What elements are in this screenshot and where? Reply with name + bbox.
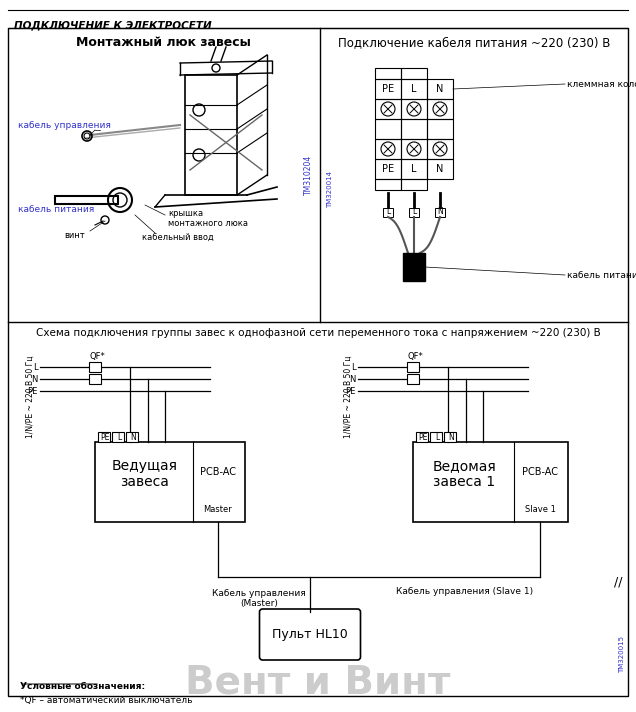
Text: кабель питания: кабель питания — [18, 206, 94, 214]
Bar — [407, 362, 419, 372]
Bar — [435, 208, 445, 217]
Text: PE: PE — [100, 432, 109, 441]
Bar — [444, 432, 456, 442]
Text: TM320015: TM320015 — [619, 636, 625, 673]
Text: Slave 1: Slave 1 — [525, 506, 555, 515]
Text: QF*: QF* — [407, 352, 423, 362]
Text: монтажного люка: монтажного люка — [168, 219, 248, 228]
Text: Ведомая
завеса 1: Ведомая завеса 1 — [432, 459, 496, 489]
Text: N: N — [437, 207, 443, 216]
Text: L: L — [33, 362, 38, 372]
Text: PE: PE — [345, 387, 356, 395]
Text: 1/N/PE ~ 220 В 50 Гц: 1/N/PE ~ 220 В 50 Гц — [25, 356, 34, 439]
Bar — [401, 79, 427, 99]
Text: винт: винт — [65, 231, 85, 239]
Text: Монтажный люк завесы: Монтажный люк завесы — [76, 36, 251, 49]
Bar — [416, 432, 428, 442]
Bar — [427, 159, 453, 179]
Text: N: N — [350, 375, 356, 384]
Text: Пульт HL10: Пульт HL10 — [272, 628, 348, 641]
Bar — [401, 99, 427, 119]
Text: Условные обозначения:: Условные обозначения: — [20, 682, 145, 691]
Bar — [185, 75, 237, 195]
Bar — [427, 79, 453, 99]
Text: кабель управления: кабель управления — [18, 120, 111, 130]
Bar — [375, 179, 401, 190]
Bar — [95, 442, 245, 522]
Text: PE: PE — [382, 84, 394, 94]
Text: PE: PE — [418, 432, 427, 441]
Text: Кабель управления
(Master): Кабель управления (Master) — [212, 589, 306, 608]
Bar — [401, 179, 427, 190]
Text: ПОДКЛЮЧЕНИЕ К ЭЛЕКТРОСЕТИ: ПОДКЛЮЧЕНИЕ К ЭЛЕКТРОСЕТИ — [14, 20, 212, 30]
Text: PCB-AC: PCB-AC — [200, 467, 236, 478]
FancyBboxPatch shape — [259, 609, 361, 660]
Text: L: L — [411, 84, 417, 94]
Text: PE: PE — [382, 164, 394, 174]
Text: N: N — [130, 432, 136, 441]
Text: TM320014: TM320014 — [327, 172, 333, 209]
Bar — [375, 99, 401, 119]
Bar — [55, 196, 118, 204]
Bar — [401, 139, 427, 159]
Bar — [409, 208, 419, 217]
Text: N: N — [436, 84, 444, 94]
Text: Вент и Винт: Вент и Винт — [185, 663, 451, 701]
Text: кабельный ввод: кабельный ввод — [142, 233, 214, 241]
Text: Подключение кабеля питания ~220 (230) В: Подключение кабеля питания ~220 (230) В — [338, 36, 610, 49]
Text: L: L — [411, 164, 417, 174]
Text: QF*: QF* — [89, 352, 105, 362]
Text: N: N — [436, 164, 444, 174]
Text: L: L — [117, 432, 121, 441]
Bar — [375, 119, 401, 139]
Text: 1/N/PE ~ 220 В 50 Гц: 1/N/PE ~ 220 В 50 Гц — [343, 356, 352, 439]
Bar — [375, 139, 401, 159]
Bar — [407, 374, 419, 384]
Bar — [430, 432, 442, 442]
Bar — [375, 159, 401, 179]
Text: L: L — [435, 432, 439, 441]
Text: *QF – автоматический выключатель: *QF – автоматический выключатель — [20, 696, 193, 705]
Bar — [427, 99, 453, 119]
Text: N: N — [32, 375, 38, 384]
Bar — [375, 68, 401, 79]
Text: L: L — [386, 207, 390, 216]
Bar — [401, 68, 427, 79]
Text: Ведущая
завеса: Ведущая завеса — [111, 459, 177, 489]
Text: Схема подключения группы завес к однофазной сети переменного тока с напряжением : Схема подключения группы завес к однофаз… — [36, 328, 600, 338]
Text: крышка: крышка — [168, 209, 203, 217]
Text: Кабель управления (Slave 1): Кабель управления (Slave 1) — [396, 587, 534, 596]
Bar — [126, 432, 138, 442]
Bar — [89, 374, 101, 384]
Bar — [112, 432, 124, 442]
Bar — [427, 139, 453, 159]
Text: L: L — [351, 362, 356, 372]
Bar — [383, 208, 393, 217]
Text: N: N — [448, 432, 454, 441]
Bar — [403, 253, 425, 281]
Text: PE: PE — [27, 387, 38, 395]
Bar — [427, 119, 453, 139]
Text: клеммная колодка: клеммная колодка — [567, 80, 636, 88]
Bar — [98, 432, 110, 442]
Bar — [401, 159, 427, 179]
Text: //: // — [614, 575, 622, 589]
Text: PCB-AC: PCB-AC — [522, 467, 558, 478]
Bar — [89, 362, 101, 372]
Text: TM310204: TM310204 — [303, 155, 312, 195]
Text: Master: Master — [204, 506, 232, 515]
Bar — [401, 119, 427, 139]
Text: L: L — [412, 207, 416, 216]
Bar — [413, 442, 568, 522]
Text: кабель питания: кабель питания — [567, 271, 636, 280]
Bar — [375, 79, 401, 99]
